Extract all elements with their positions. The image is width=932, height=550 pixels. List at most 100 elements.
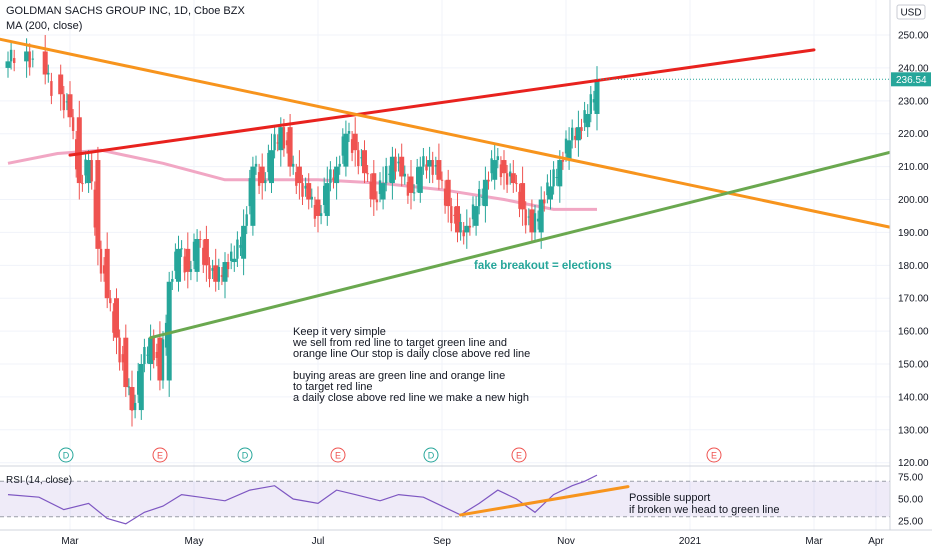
candle-body xyxy=(301,183,304,197)
candle-body xyxy=(259,166,265,184)
dividend-event-icon: D xyxy=(237,447,253,463)
candle-body xyxy=(9,49,13,62)
candle-body xyxy=(81,183,84,185)
candle xyxy=(487,171,490,190)
candle xyxy=(518,183,521,218)
price-tick-label: 170.00 xyxy=(898,294,929,305)
candle xyxy=(399,143,405,187)
candle-body xyxy=(548,186,553,200)
price-axis[interactable]: 120.00 130.00 140.00 150.00 160.00 170.00 180.… xyxy=(889,0,932,550)
candle xyxy=(157,321,163,391)
candle-body xyxy=(583,110,586,123)
candle xyxy=(102,257,106,282)
candle-body xyxy=(324,183,330,216)
earnings-event-icon: E xyxy=(330,447,346,463)
candle xyxy=(389,146,395,200)
candle xyxy=(226,253,230,278)
candle-body xyxy=(338,163,341,167)
candle-body xyxy=(366,173,369,175)
red-line-trendline xyxy=(68,48,816,157)
candle-body xyxy=(490,158,493,174)
currency-badge[interactable]: USD xyxy=(896,4,926,20)
candle xyxy=(350,130,354,162)
candle-body xyxy=(481,196,484,198)
candle xyxy=(385,157,388,192)
dividend-event-icon: D xyxy=(58,447,74,463)
candle xyxy=(555,168,558,186)
candle xyxy=(143,338,146,373)
candle xyxy=(459,213,462,241)
candle xyxy=(248,169,251,215)
candle-body xyxy=(360,157,363,159)
candle xyxy=(510,160,516,193)
svg-text:E: E xyxy=(157,451,163,461)
candle-body xyxy=(478,189,481,207)
earnings-event-icon: E xyxy=(706,447,722,463)
candle xyxy=(362,140,367,184)
candle-body xyxy=(285,140,289,146)
candle xyxy=(241,209,247,276)
candle xyxy=(148,324,154,381)
candle xyxy=(5,51,11,78)
candle xyxy=(13,49,16,72)
price-tick-label: 210.00 xyxy=(898,162,929,173)
candle xyxy=(334,156,340,200)
candle-body xyxy=(564,138,568,154)
candle-body xyxy=(267,152,270,173)
candle-body xyxy=(127,386,131,388)
candle xyxy=(471,196,475,228)
candle xyxy=(564,130,568,162)
svg-text:E: E xyxy=(335,451,341,461)
candle xyxy=(222,252,228,299)
candle-body xyxy=(323,185,326,206)
candle xyxy=(81,174,84,192)
candle xyxy=(464,209,470,249)
candle-body xyxy=(378,180,382,195)
candle-body xyxy=(343,133,349,167)
candle xyxy=(76,100,82,200)
candle xyxy=(71,109,75,140)
candle-body xyxy=(473,206,479,226)
candle-body xyxy=(121,354,124,363)
candle xyxy=(406,173,410,204)
price-tick-label: 140.00 xyxy=(898,392,929,403)
candle xyxy=(86,150,92,193)
candle xyxy=(378,172,382,203)
candle xyxy=(533,205,537,241)
candle xyxy=(310,188,313,208)
price-axis-bg xyxy=(890,0,932,550)
candle xyxy=(90,151,93,190)
candle-body xyxy=(397,161,400,164)
candle xyxy=(185,232,191,289)
candle xyxy=(99,240,103,282)
currency-label: USD xyxy=(900,8,921,19)
candle-body xyxy=(496,156,499,161)
candle-body xyxy=(217,266,220,282)
candle-body xyxy=(194,239,200,272)
candle-body xyxy=(445,179,451,207)
note-line: a daily close above red line we make a n… xyxy=(293,392,529,404)
candle xyxy=(583,101,586,131)
candle-body xyxy=(287,127,293,167)
time-tick-label: 2021 xyxy=(679,536,702,547)
candle xyxy=(462,222,465,245)
candle-body xyxy=(425,164,428,171)
candle-body xyxy=(203,239,209,266)
candle xyxy=(347,122,351,142)
trendlines[interactable] xyxy=(0,37,932,340)
candle xyxy=(417,156,423,203)
price-tick-label: 190.00 xyxy=(898,228,929,239)
earnings-event-icon: E xyxy=(152,447,168,463)
candle-body xyxy=(515,183,518,185)
candle-body xyxy=(99,248,103,274)
candle-body xyxy=(347,130,351,134)
candle xyxy=(245,206,248,235)
candle-body xyxy=(408,176,414,193)
candle-body xyxy=(394,156,397,172)
candle-body xyxy=(487,179,490,182)
candle-body xyxy=(276,142,279,144)
candle xyxy=(543,191,546,212)
time-axis[interactable]: Mar May Jul Sep Nov 2021 Mar Apr xyxy=(0,529,932,547)
